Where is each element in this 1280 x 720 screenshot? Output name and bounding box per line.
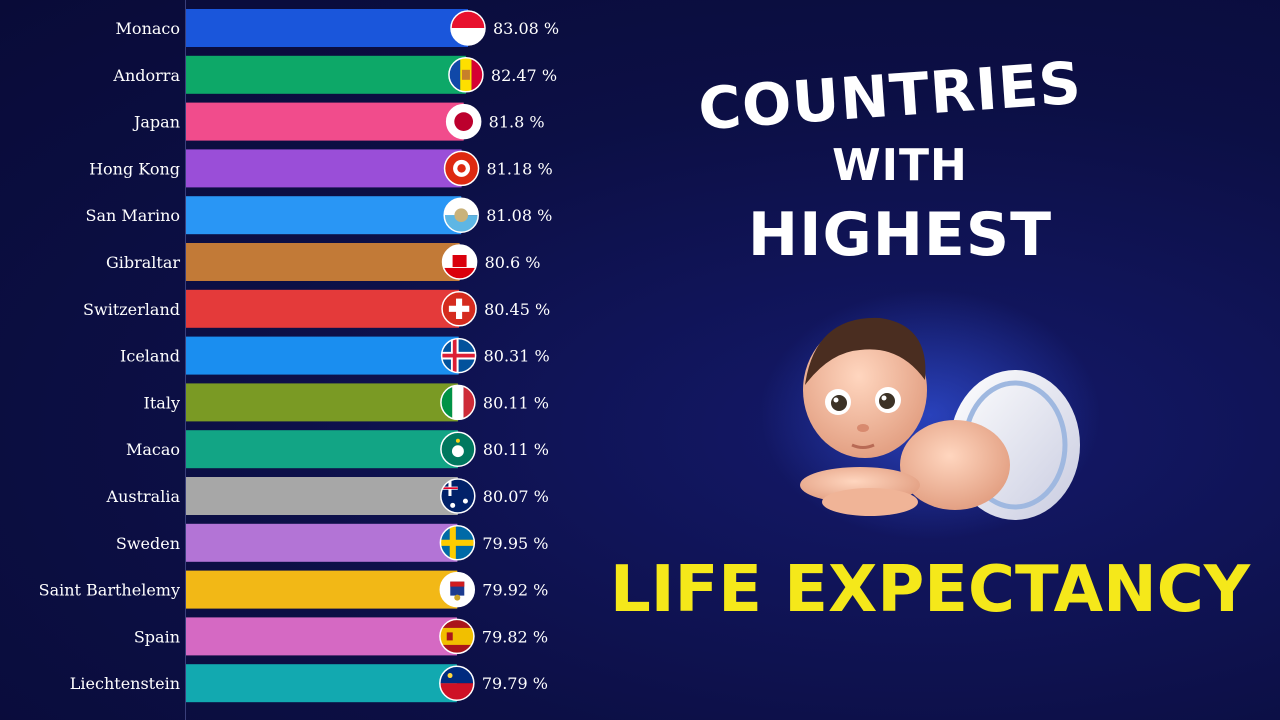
iceland-flag-icon [440,337,477,374]
bar-saint-barthelemy [186,570,458,609]
switzerland-flag-icon [441,291,477,327]
category-label-gibraltar: Gibraltar [106,253,180,272]
san-marino-flag-icon [443,197,479,233]
title-line-1: COUNTRIES [696,48,1084,144]
bar-sweden [186,523,458,562]
category-label-monaco: Monaco [116,19,180,38]
monaco-flag-icon [450,10,486,46]
category-label-spain: Spain [134,627,180,646]
bar-andorra [186,55,466,94]
category-label-sweden: Sweden [116,534,180,553]
bar-iceland [186,336,459,375]
sweden-flag-icon [439,525,476,561]
category-label-andorra: Andorra [112,66,180,85]
value-label-sweden: 79.95 % [482,534,548,553]
value-label-liechtenstein: 79.79 % [482,674,548,693]
category-label-japan: Japan [132,113,180,132]
category-label-switzerland: Switzerland [83,300,180,319]
bar-san-marino [186,196,462,235]
bar-hong-kong [186,149,462,188]
value-label-australia: 80.07 % [483,487,549,506]
liechtenstein-flag-icon [439,665,475,701]
saint-barthelemy-flag-icon [439,571,476,608]
value-label-italy: 80.11 % [483,393,549,412]
category-label-saint-barthelemy: Saint Barthelemy [39,581,180,600]
value-label-switzerland: 80.45 % [484,300,550,319]
spain-flag-icon [439,618,475,655]
value-label-monaco: 83.08 % [493,19,559,38]
bar-japan [186,102,464,141]
australia-flag-icon [440,478,476,514]
category-label-macao: Macao [126,440,180,459]
bar-liechtenstein [186,664,457,703]
value-label-san-marino: 81.08 % [486,206,552,225]
bar-monaco [186,9,468,47]
category-label-hong-kong: Hong Kong [89,159,180,178]
macao-flag-icon [440,431,476,467]
gibraltar-flag-icon [441,244,478,280]
andorra-flag-icon [448,57,484,93]
bar-spain [186,617,457,656]
value-label-japan: 81.8 % [489,113,545,132]
value-label-andorra: 82.47 % [491,66,557,85]
value-label-iceland: 80.31 % [484,347,550,366]
italy-flag-icon [440,384,476,421]
hong-kong-flag-icon [443,150,480,187]
bar-switzerland [186,289,460,328]
value-label-hong-kong: 81.18 % [487,159,553,178]
category-label-australia: Australia [106,487,181,506]
category-label-liechtenstein: Liechtenstein [70,674,180,693]
category-label-iceland: Iceland [120,347,180,366]
bar-australia [186,477,458,515]
value-label-macao: 80.11 % [483,440,549,459]
japan-flag-icon [445,103,482,140]
bar-chart: Monaco 83.08 % Andorra 82.47 % Japan 81.8 % Ho… [39,0,559,720]
title-line-3: HIGHEST [747,200,1053,270]
title-line-4: LIFE EXPECTANCY [609,553,1251,627]
value-label-saint-barthelemy: 79.92 % [482,581,548,600]
bar-italy [186,383,458,422]
category-label-san-marino: San Marino [85,206,180,225]
value-label-spain: 79.82 % [482,627,548,646]
bar-gibraltar [186,243,460,281]
title-line-2: WITH [832,140,968,191]
value-label-gibraltar: 80.6 % [485,253,541,272]
bar-macao [186,430,458,469]
baby-illustration [760,290,1100,540]
category-label-italy: Italy [144,393,180,412]
